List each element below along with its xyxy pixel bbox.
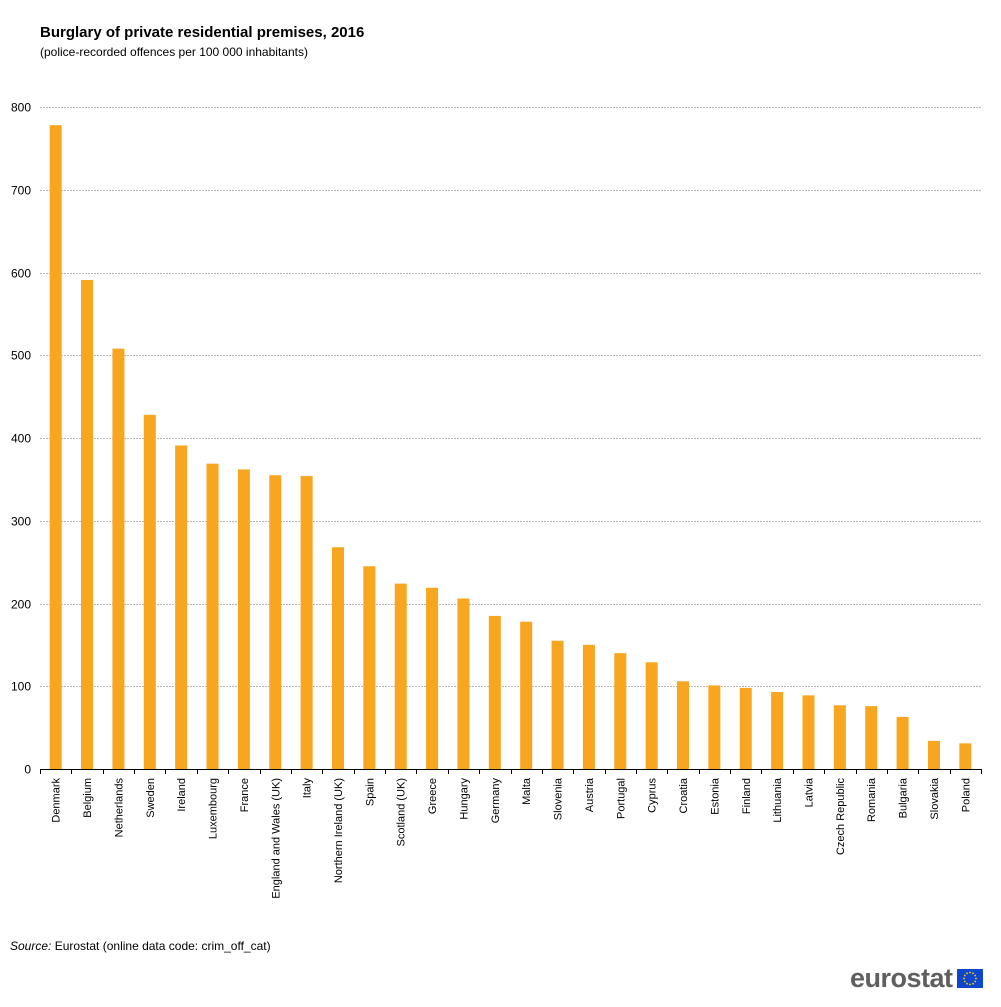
bar	[49, 125, 62, 769]
x-tick-label: Denmark	[51, 778, 63, 823]
bar	[896, 716, 909, 769]
gridlines	[40, 107, 981, 687]
bar	[426, 587, 439, 769]
y-tick-label: 500	[11, 349, 31, 363]
star	[968, 983, 971, 985]
bar	[269, 475, 282, 769]
eurostat-logo: eurostat	[850, 963, 983, 993]
bar	[237, 469, 250, 769]
y-axis-ticks: 0 100 200 300 400 500 600 700 800	[11, 101, 31, 777]
logo-text: eurostat	[850, 963, 953, 993]
chart-subtitle: (police-recorded offences per 100 000 in…	[40, 45, 308, 59]
chart-title: Burglary of private residential premises…	[40, 24, 365, 41]
bar	[677, 681, 690, 769]
source-text: Eurostat (online data code: crim_off_cat…	[54, 939, 271, 953]
x-tick-label: Italy	[302, 778, 314, 799]
star	[968, 971, 971, 973]
x-tick-label: Bulgaria	[898, 777, 910, 818]
x-tick-label: Northern Ireland (UK)	[333, 778, 345, 883]
x-tick-label: Netherlands	[113, 778, 125, 838]
x-tick-label: Czech Republic	[835, 778, 847, 856]
bar	[175, 445, 188, 769]
bar	[394, 583, 407, 769]
bar	[363, 566, 376, 769]
x-tick-label: Poland	[960, 778, 972, 812]
bar	[708, 685, 721, 769]
star	[973, 974, 976, 976]
x-tick-label: Germany	[490, 778, 502, 824]
x-tick-label: Greece	[427, 778, 439, 814]
bar	[959, 743, 972, 769]
x-tick-label: Spain	[364, 778, 376, 806]
bar	[520, 621, 533, 769]
bar	[81, 279, 94, 769]
bar	[488, 615, 501, 769]
x-tick-label: Luxembourg	[208, 778, 220, 839]
star	[965, 971, 968, 974]
star	[963, 974, 966, 976]
x-tick-label: Ireland	[176, 778, 188, 812]
bar	[206, 463, 219, 769]
y-tick-label: 800	[11, 101, 31, 115]
star	[963, 980, 966, 982]
bar	[802, 695, 815, 769]
source-note: Source: Eurostat (online data code: crim…	[10, 939, 271, 953]
x-tick-label: Slovenia	[553, 777, 565, 820]
x-axis-labels: Denmark Belgium Netherlands Sweden Ireland Lu…	[51, 777, 973, 899]
star	[971, 971, 974, 974]
y-tick-label: 400	[11, 432, 31, 446]
x-tick-label: Cyprus	[647, 778, 659, 813]
bar	[143, 414, 156, 769]
x-tick-label: Malta	[521, 777, 533, 805]
bars	[49, 125, 972, 770]
x-tick-label: Romania	[866, 777, 878, 822]
y-tick-label: 100	[11, 680, 31, 694]
x-tick-label: Sweden	[145, 778, 157, 818]
bar	[112, 348, 125, 769]
bar	[582, 644, 595, 770]
bar	[614, 653, 627, 769]
eu-stars-icon	[962, 971, 977, 985]
star	[965, 982, 968, 985]
x-tick-label: England and Wales (UK)	[270, 778, 282, 899]
star	[974, 977, 977, 979]
x-tick-label: Portugal	[615, 778, 627, 819]
x-tick-label: Estonia	[709, 777, 721, 815]
x-tick-label: France	[239, 778, 251, 812]
y-tick-label: 600	[11, 267, 31, 281]
bar	[645, 662, 658, 769]
x-tick-label: Croatia	[678, 777, 690, 813]
x-tick-label: Finland	[741, 778, 753, 814]
x-tick-label: Scotland (UK)	[396, 778, 408, 846]
bar	[300, 476, 313, 769]
bar-chart: 0 100 200 300 400 500 600 700 800 Denmark Belgium…	[11, 101, 982, 899]
star	[962, 977, 965, 979]
x-tick-label: Belgium	[82, 778, 94, 818]
y-tick-label: 200	[11, 598, 31, 612]
y-tick-label: 300	[11, 515, 31, 529]
y-tick-label: 700	[11, 184, 31, 198]
bar	[833, 705, 846, 769]
source-label: Source:	[10, 939, 52, 953]
star	[971, 982, 974, 985]
star	[973, 980, 976, 982]
bar	[865, 706, 878, 769]
bar	[739, 687, 752, 769]
x-tick-label: Lithuania	[772, 777, 784, 823]
y-tick-label: 0	[24, 763, 31, 777]
bar	[331, 547, 344, 769]
bar	[457, 598, 470, 769]
x-tick-label: Slovakia	[929, 777, 941, 819]
x-tick-label: Austria	[584, 777, 596, 812]
bar	[551, 640, 564, 769]
eu-flag-icon	[956, 968, 983, 988]
x-tick-label: Hungary	[458, 778, 470, 820]
bar	[927, 740, 940, 769]
x-tick-label: Latvia	[803, 777, 815, 807]
x-axis	[40, 769, 982, 774]
bar	[771, 692, 784, 769]
